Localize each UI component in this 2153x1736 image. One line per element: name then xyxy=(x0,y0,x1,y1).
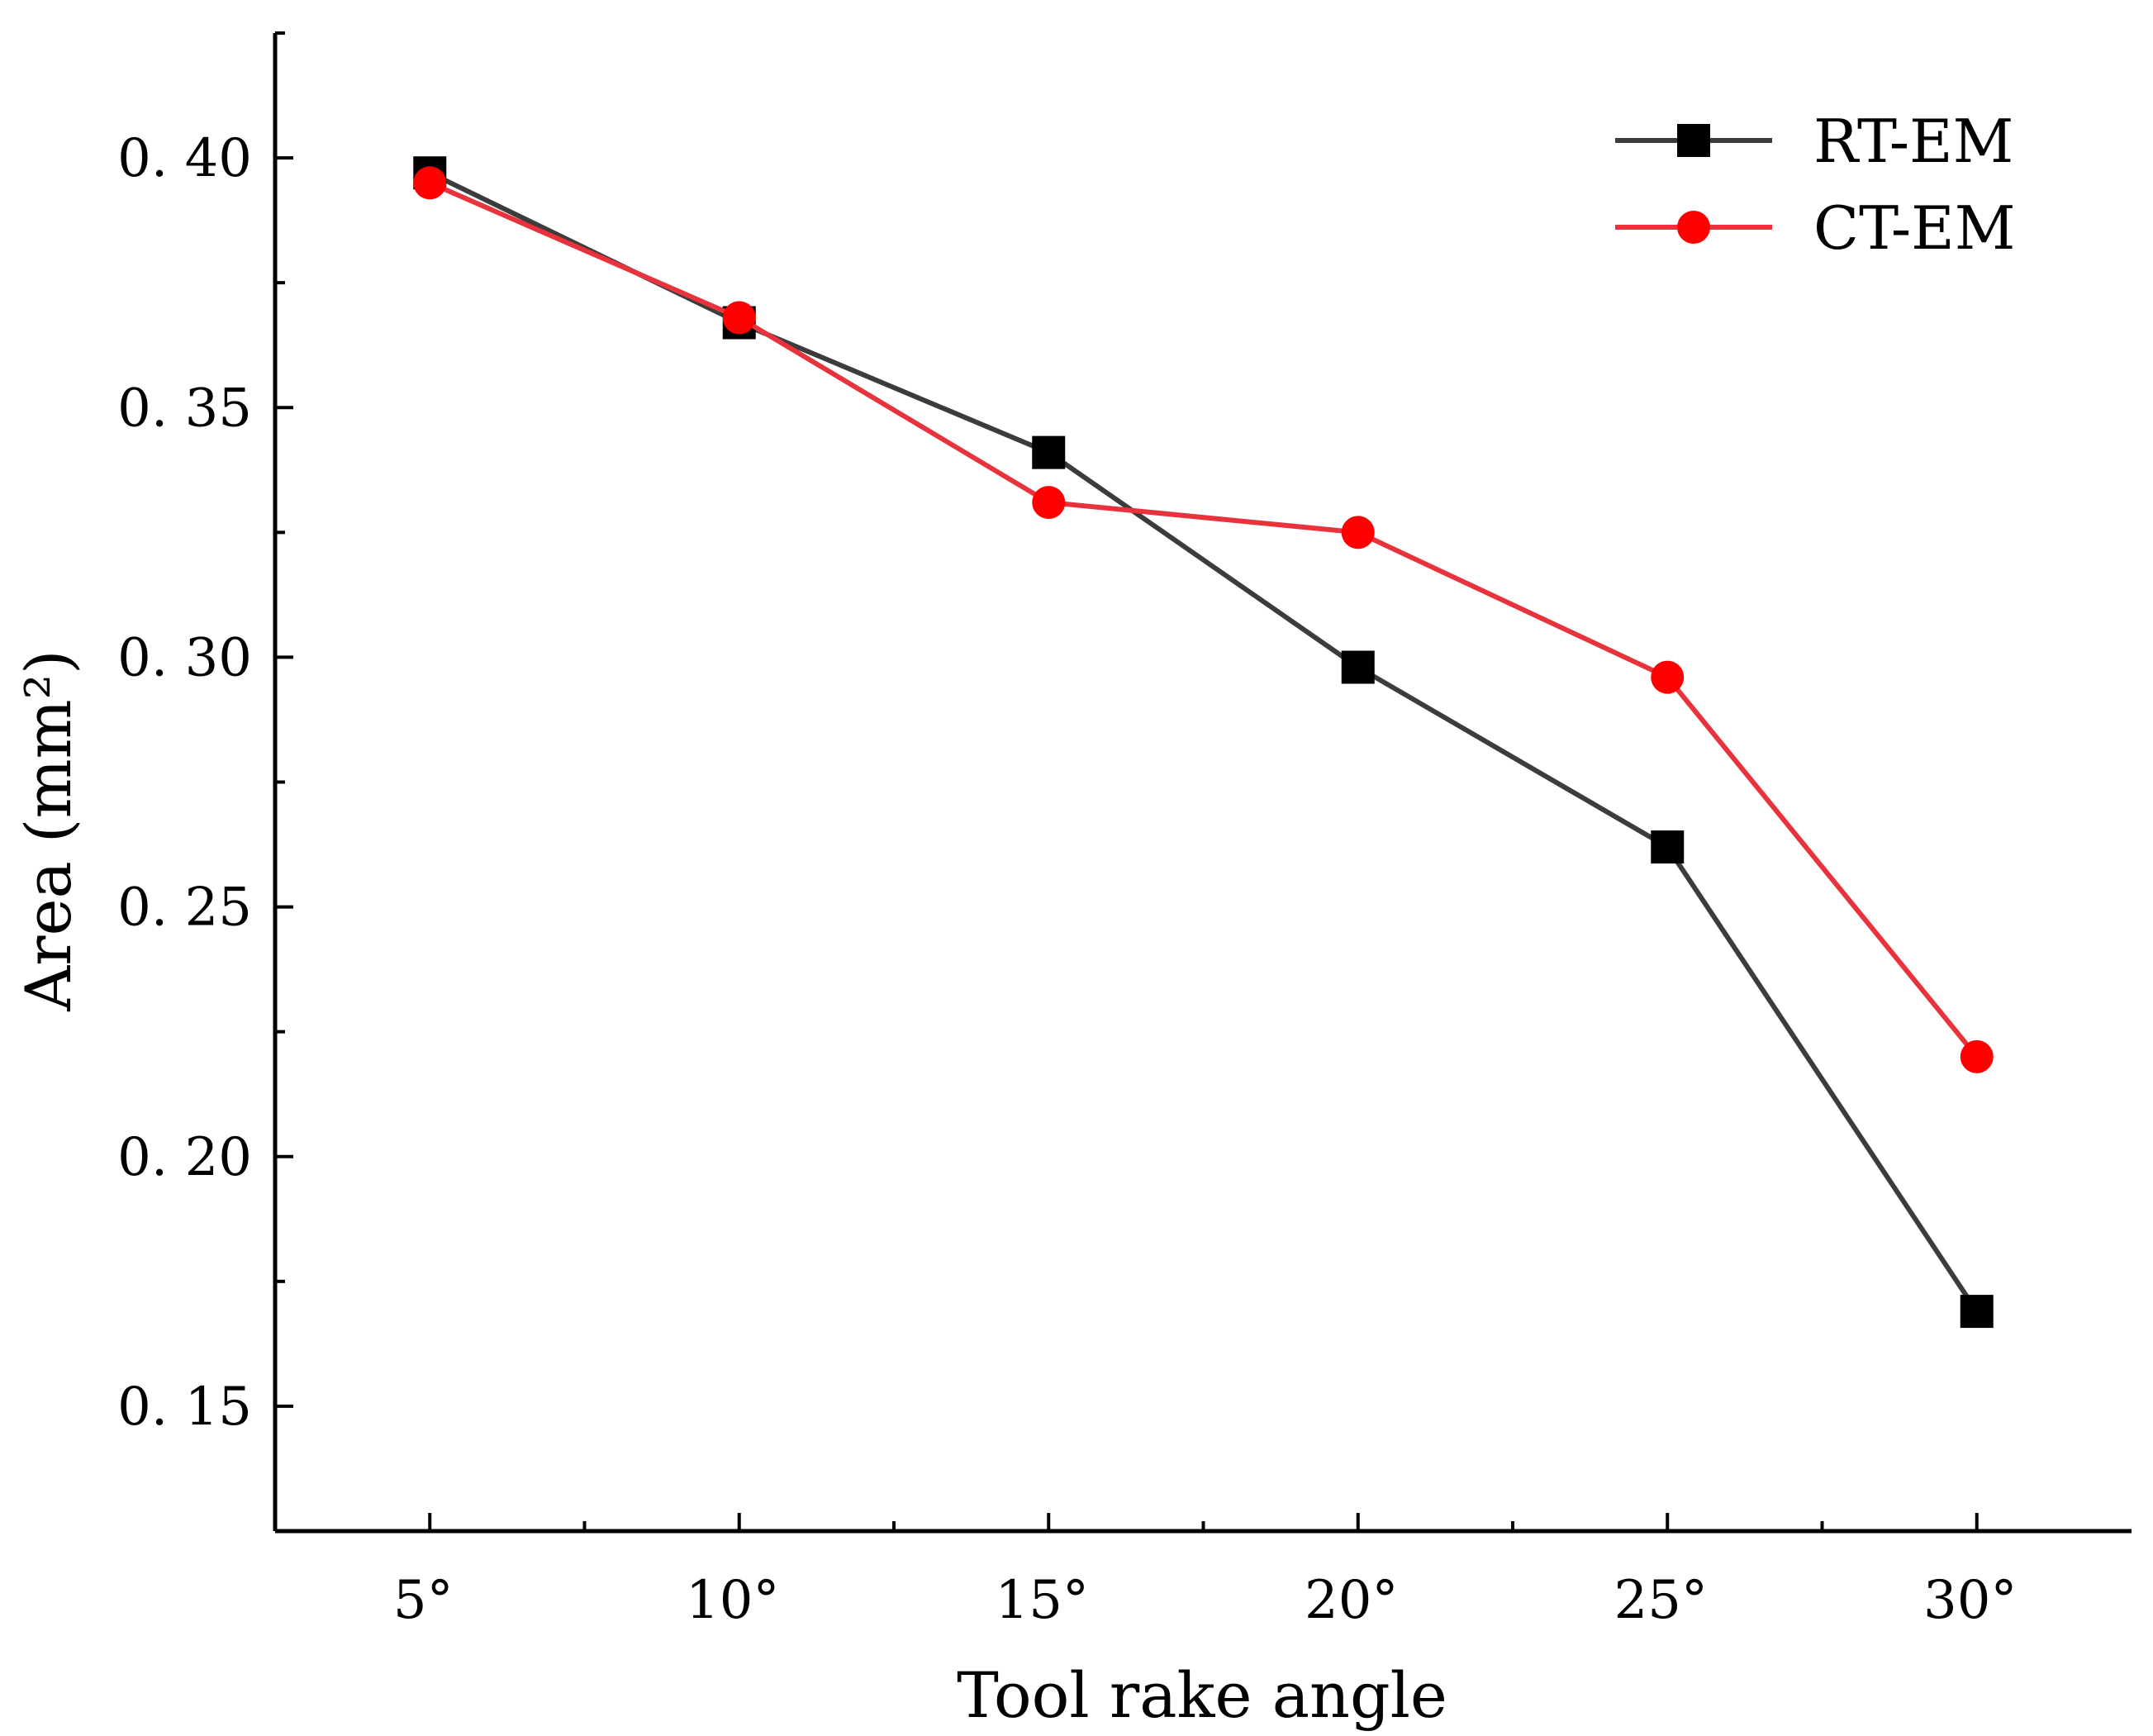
y-tick-label: 0. 20 xyxy=(117,1127,252,1188)
data-point-ct-em xyxy=(413,166,447,200)
y-tick-label: 0. 15 xyxy=(117,1377,252,1438)
data-point-ct-em xyxy=(1960,1039,1994,1073)
x-tick-label: 15° xyxy=(996,1570,1089,1631)
series-ct-em xyxy=(413,166,1994,1073)
y-axis-title-label: Area xyxy=(12,861,85,1012)
legend-label: RT-EM xyxy=(1813,107,2013,176)
x-tick-label: 20° xyxy=(1305,1570,1398,1631)
data-point-rt-em xyxy=(1341,650,1375,684)
legend-marker xyxy=(1677,124,1710,157)
legend-item-rt-em: RT-EM xyxy=(1615,107,2013,176)
y-axis-title: Area (mm²) xyxy=(12,649,85,1011)
x-tick-label: 30° xyxy=(1923,1570,2017,1631)
y-tick-label: 0. 30 xyxy=(117,627,252,688)
data-point-ct-em xyxy=(1341,516,1375,549)
series-line-ct-em xyxy=(429,180,1980,1058)
legend-label: CT-EM xyxy=(1813,193,2015,263)
data-point-rt-em xyxy=(1651,830,1685,864)
x-tick-label: 5° xyxy=(393,1570,454,1631)
data-point-ct-em xyxy=(1032,486,1066,520)
data-point-ct-em xyxy=(1651,660,1685,694)
y-tick-label: 0. 35 xyxy=(117,378,252,439)
data-point-rt-em xyxy=(1960,1295,1994,1329)
data-point-ct-em xyxy=(722,301,756,335)
x-tick-label: 25° xyxy=(1614,1570,1708,1631)
x-tick-label: 10° xyxy=(686,1570,779,1631)
legend-marker xyxy=(1677,211,1710,244)
series-line-rt-em xyxy=(428,170,1980,1313)
legend-item-ct-em: CT-EM xyxy=(1615,193,2015,263)
legend: RT-EM CT-EM xyxy=(1615,107,2015,263)
y-tick-label: 0. 40 xyxy=(117,128,252,189)
series-layer xyxy=(413,156,1994,1329)
y-tick-label: 0. 25 xyxy=(117,878,252,939)
data-point-rt-em xyxy=(1032,435,1066,469)
y-ticks: 0. 15 0. 20 0. 25 0. 30 0. 35 0. 40 xyxy=(117,31,293,1533)
series-rt-em xyxy=(413,156,1994,1329)
x-ticks: 5° 10° 15° 20° 25° 30° xyxy=(393,1513,2017,1631)
x-axis-title: Tool rake angle xyxy=(957,1658,1447,1732)
y-axis-title-unit: (mm²) xyxy=(12,649,85,843)
